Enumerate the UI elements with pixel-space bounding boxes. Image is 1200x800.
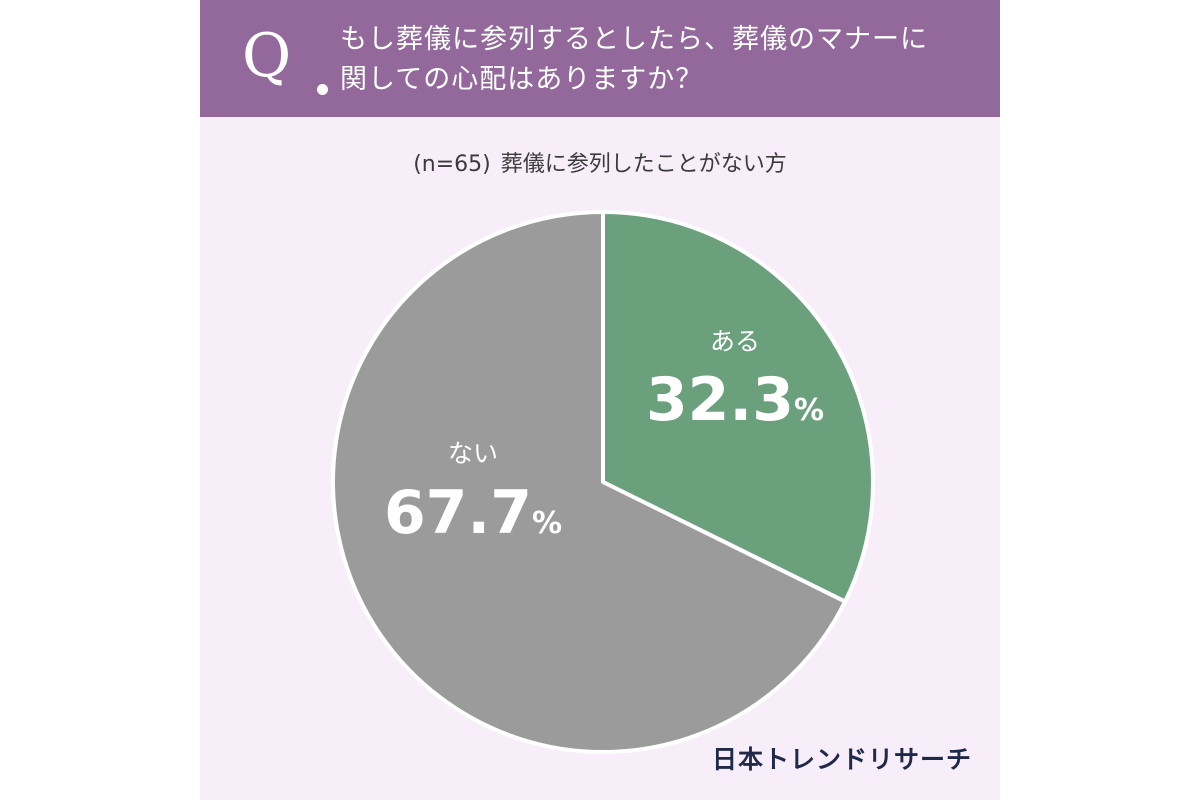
q-dot	[317, 84, 328, 95]
brand-logo: 日本トレンドリサーチ	[711, 745, 972, 774]
question-text: もし葬儀に参列するとしたら、葬儀のマナーに 関しての心配はありますか？	[340, 20, 980, 100]
survey-card: Q もし葬儀に参列するとしたら、葬儀のマナーに 関しての心配はありますか？ (n…	[200, 0, 1000, 800]
chart-subtitle: (n=65) 葬儀に参列したことがない方	[200, 146, 1000, 178]
question-line-2: 関しての心配はありますか？	[340, 64, 704, 95]
pie-slice-nai	[331, 210, 848, 754]
slice-value-aru: 32.3%	[646, 365, 824, 435]
slice-label-aru: ある	[710, 327, 760, 356]
pie-chart: ある 32.3% ない 67.7%	[331, 210, 875, 754]
q-mark: Q	[242, 21, 292, 91]
respondent-group: 葬儀に参列したことがない方	[500, 152, 787, 177]
slice-label-nai: ない	[448, 439, 498, 468]
question-header: Q もし葬儀に参列するとしたら、葬儀のマナーに 関しての心配はありますか？	[200, 0, 1000, 117]
question-line-1: もし葬儀に参列するとしたら、葬儀のマナーに	[340, 24, 928, 55]
slice-value-nai: 67.7%	[384, 478, 562, 548]
sample-size: (n=65)	[413, 152, 491, 177]
pie-slice-aru	[601, 210, 875, 604]
